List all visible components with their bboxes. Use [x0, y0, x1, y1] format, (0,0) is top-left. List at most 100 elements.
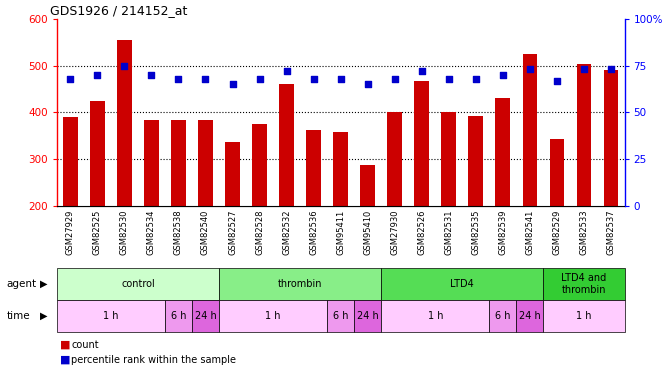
Bar	[550, 139, 564, 206]
Text: GSM82526: GSM82526	[418, 209, 426, 255]
Text: GSM27930: GSM27930	[390, 209, 399, 255]
Bar	[360, 165, 375, 206]
Text: 1 h: 1 h	[265, 311, 281, 321]
Text: GSM82534: GSM82534	[147, 209, 156, 255]
Bar	[354, 300, 381, 332]
Text: ▶: ▶	[40, 279, 47, 289]
Bar	[252, 124, 267, 206]
Point	[362, 81, 373, 87]
Text: GSM82529: GSM82529	[552, 209, 562, 255]
Text: GSM95410: GSM95410	[363, 209, 372, 255]
Text: 24 h: 24 h	[357, 311, 379, 321]
Bar	[219, 268, 381, 300]
Bar	[442, 112, 456, 206]
Bar	[225, 142, 240, 206]
Point	[227, 81, 238, 87]
Point	[309, 76, 319, 82]
Text: GSM82538: GSM82538	[174, 209, 183, 255]
Bar	[90, 101, 105, 206]
Point	[173, 76, 184, 82]
Text: GSM82537: GSM82537	[607, 209, 615, 255]
Bar	[219, 300, 327, 332]
Text: ■: ■	[60, 355, 71, 365]
Bar	[198, 120, 213, 206]
Point	[92, 72, 103, 78]
Point	[200, 76, 211, 82]
Bar	[381, 268, 544, 300]
Text: count: count	[71, 340, 99, 350]
Bar	[327, 300, 354, 332]
Text: ▶: ▶	[40, 311, 47, 321]
Text: 6 h: 6 h	[333, 311, 349, 321]
Bar	[496, 99, 510, 206]
Bar	[57, 300, 165, 332]
Text: GSM82536: GSM82536	[309, 209, 318, 255]
Point	[470, 76, 481, 82]
Text: control: control	[121, 279, 155, 289]
Bar	[544, 268, 625, 300]
Bar	[57, 268, 219, 300]
Text: GSM82535: GSM82535	[472, 209, 480, 255]
Bar	[414, 81, 430, 206]
Text: thrombin: thrombin	[278, 279, 323, 289]
Point	[524, 66, 535, 72]
Point	[335, 76, 346, 82]
Text: agent: agent	[7, 279, 37, 289]
Point	[281, 68, 292, 74]
Bar	[171, 120, 186, 206]
Text: GSM82527: GSM82527	[228, 209, 237, 255]
Text: 6 h: 6 h	[495, 311, 510, 321]
Text: percentile rank within the sample: percentile rank within the sample	[71, 355, 236, 365]
Text: GSM82532: GSM82532	[282, 209, 291, 255]
Bar	[544, 300, 625, 332]
Text: time: time	[7, 311, 30, 321]
Bar	[192, 300, 219, 332]
Point	[119, 63, 130, 69]
Text: GSM82531: GSM82531	[444, 209, 454, 255]
Point	[146, 72, 157, 78]
Point	[389, 76, 400, 82]
Text: 1 h: 1 h	[103, 311, 119, 321]
Text: 24 h: 24 h	[194, 311, 216, 321]
Text: GSM82540: GSM82540	[201, 209, 210, 255]
Bar	[279, 84, 294, 206]
Text: GSM82539: GSM82539	[498, 209, 508, 255]
Bar	[468, 116, 484, 206]
Point	[552, 78, 562, 84]
Point	[444, 76, 454, 82]
Point	[498, 72, 508, 78]
Bar	[63, 117, 77, 206]
Text: GSM82533: GSM82533	[580, 209, 589, 255]
Bar	[381, 300, 490, 332]
Bar	[576, 64, 591, 206]
Point	[578, 66, 589, 72]
Text: LTD4: LTD4	[450, 279, 474, 289]
Text: ■: ■	[60, 340, 71, 350]
Bar	[306, 130, 321, 206]
Bar	[333, 132, 348, 206]
Point	[606, 66, 617, 72]
Bar	[604, 70, 619, 206]
Bar	[117, 40, 132, 206]
Bar	[522, 54, 537, 206]
Point	[255, 76, 265, 82]
Text: GSM82541: GSM82541	[526, 209, 534, 255]
Text: GDS1926 / 214152_at: GDS1926 / 214152_at	[50, 4, 188, 17]
Text: GSM82528: GSM82528	[255, 209, 264, 255]
Text: 1 h: 1 h	[428, 311, 443, 321]
Bar	[165, 300, 192, 332]
Point	[416, 68, 427, 74]
Text: GSM82530: GSM82530	[120, 209, 129, 255]
Bar	[516, 300, 544, 332]
Text: 1 h: 1 h	[576, 311, 592, 321]
Bar	[144, 120, 159, 206]
Text: 6 h: 6 h	[171, 311, 186, 321]
Text: 24 h: 24 h	[519, 311, 541, 321]
Text: GSM82525: GSM82525	[93, 209, 102, 255]
Point	[65, 76, 75, 82]
Bar	[387, 112, 402, 206]
Text: LTD4 and
thrombin: LTD4 and thrombin	[561, 273, 607, 295]
Text: GSM95411: GSM95411	[336, 209, 345, 255]
Text: GSM27929: GSM27929	[66, 209, 75, 255]
Bar	[490, 300, 516, 332]
